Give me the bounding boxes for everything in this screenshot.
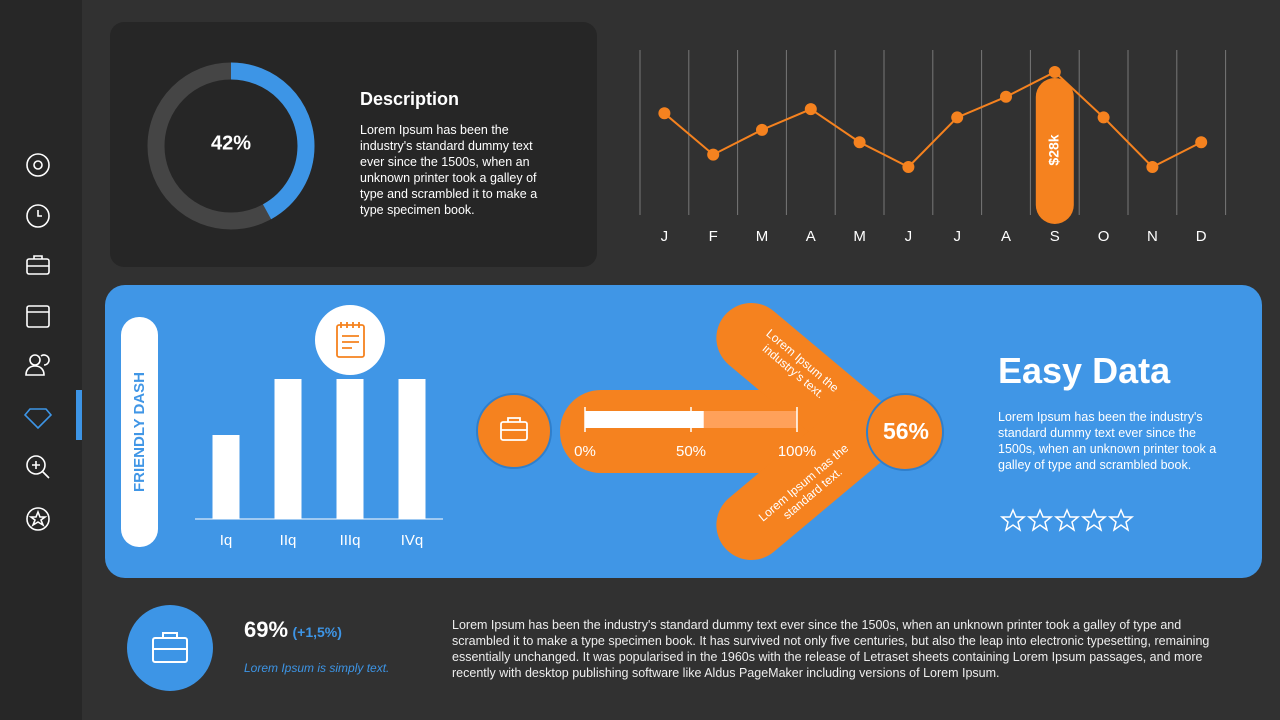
easy-data-text: Lorem Ipsum has been the industry's stan… <box>998 410 1217 472</box>
description-card <box>110 22 597 267</box>
icon[interactable] <box>26 305 50 328</box>
point <box>853 136 866 149</box>
star[interactable] <box>1053 508 1081 532</box>
x-tick-label: IIIq <box>340 532 361 549</box>
star[interactable] <box>1080 508 1108 532</box>
x-tick-label: O <box>1098 228 1110 245</box>
star[interactable] <box>1107 508 1135 532</box>
line <box>663 70 1202 169</box>
icon <box>25 354 50 376</box>
icon <box>37 210 42 217</box>
kpi-change: (+1,5%) <box>292 624 342 640</box>
tool-icon <box>500 417 528 441</box>
point <box>951 111 964 124</box>
value-label: 56% <box>883 418 929 444</box>
x-tick-label: J <box>661 228 669 245</box>
icon[interactable] <box>26 507 50 531</box>
description-text: Lorem Ipsum has been the industry's stan… <box>360 123 538 217</box>
note-icon <box>336 322 365 358</box>
donut-label: 42% <box>211 132 251 154</box>
x-tick-label: IIq <box>280 532 297 549</box>
icon <box>32 461 50 479</box>
easy-data-title: Easy Data <box>998 350 1171 391</box>
x-tick-label: S <box>1050 228 1060 245</box>
icon[interactable] <box>26 153 50 177</box>
progress-fill <box>585 411 704 428</box>
x-tick-label: M <box>853 228 866 245</box>
kpi-value: 69% <box>244 617 289 642</box>
point <box>1195 136 1208 149</box>
point <box>1097 111 1110 124</box>
icon-active[interactable] <box>23 408 53 430</box>
description-title: Description <box>360 89 460 109</box>
star[interactable] <box>1026 508 1054 532</box>
donut-arc <box>147 62 315 230</box>
kpi-icon <box>152 632 188 663</box>
icon <box>27 255 49 267</box>
active-indicator <box>76 390 82 440</box>
x-tick-label: D <box>1196 228 1207 245</box>
value-circle <box>866 393 944 471</box>
point <box>1048 66 1061 78</box>
x-tick-label: J <box>905 228 913 245</box>
bar <box>212 435 240 519</box>
point-label: $28k <box>1046 134 1062 165</box>
star[interactable] <box>999 508 1027 532</box>
x-tick-label: A <box>1001 228 1011 245</box>
x-tick-label: N <box>1147 228 1158 245</box>
point <box>804 103 817 116</box>
bar <box>274 379 302 519</box>
x-tick-label: J <box>953 228 961 245</box>
x-tick-label: M <box>756 228 769 245</box>
x-tick-label: F <box>709 228 718 245</box>
pill <box>121 317 158 547</box>
tick-label: 50% <box>676 443 706 460</box>
tick-label: 100% <box>778 443 816 460</box>
bar <box>336 379 364 519</box>
arrow-lower <box>716 400 894 560</box>
arrow <box>560 303 894 560</box>
highlight-pill <box>1035 78 1074 224</box>
note-circle <box>315 305 385 375</box>
icon[interactable] <box>26 204 50 228</box>
sidebar <box>0 0 82 720</box>
x-tick-label: IVq <box>401 532 424 549</box>
icon[interactable] <box>26 455 46 475</box>
stars[interactable] <box>999 508 1135 532</box>
point <box>902 161 915 173</box>
bar <box>398 379 426 519</box>
kpi-text: Lorem Ipsum has been the industry's stan… <box>452 618 1210 680</box>
x-tick-label: Iq <box>220 532 233 549</box>
point <box>1000 90 1012 103</box>
point <box>707 148 720 161</box>
x-tick-label: A <box>806 228 816 245</box>
icon <box>28 509 48 527</box>
kpi-caption: Lorem Ipsum is simply text. <box>244 661 390 675</box>
kpi-line: 69% (+1,5%) <box>244 617 342 643</box>
bar-title: FRIENDLY DASH <box>131 372 148 492</box>
point <box>1146 161 1159 173</box>
point <box>756 123 768 136</box>
sidebar-icons <box>23 153 53 531</box>
tool-circle <box>476 393 552 469</box>
icon <box>33 160 43 170</box>
point <box>658 107 671 120</box>
tick-label: 0% <box>574 443 596 460</box>
icon[interactable] <box>29 354 41 366</box>
